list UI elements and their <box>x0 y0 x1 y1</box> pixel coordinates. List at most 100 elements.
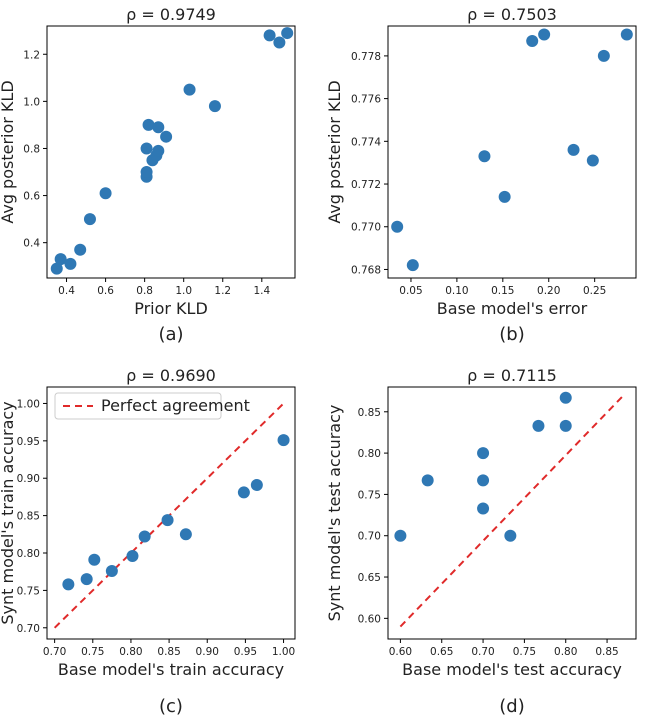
x-tick-label: 0.8 <box>136 285 153 297</box>
x-tick-label: 0.65 <box>430 646 453 658</box>
y-tick-label: 0.75 <box>17 585 40 597</box>
data-point <box>526 34 539 47</box>
x-tick-label: 0.60 <box>389 646 412 658</box>
data-point <box>88 553 101 566</box>
data-point <box>50 262 63 275</box>
x-tick-label: 0.75 <box>81 646 104 658</box>
data-point <box>391 220 404 233</box>
chart-title: ρ = 0.9749 <box>126 5 216 24</box>
data-point <box>183 83 196 96</box>
plot-frame <box>387 25 637 279</box>
data-point <box>237 486 250 499</box>
y-tick-label: 0.768 <box>351 264 381 276</box>
y-axis-label: Avg posterior KLD <box>325 80 344 223</box>
data-point <box>477 474 490 487</box>
y-tick-label: 0.95 <box>17 436 40 448</box>
data-point <box>126 549 139 562</box>
data-point <box>567 143 580 156</box>
data-point <box>160 130 173 143</box>
y-axis-label: Avg posterior KLD <box>0 80 17 223</box>
y-tick-label: 0.6 <box>23 191 40 203</box>
x-tick-label: 0.85 <box>595 646 618 658</box>
x-tick-label: 1.0 <box>175 285 192 297</box>
data-point <box>597 49 610 62</box>
data-point <box>538 28 551 41</box>
x-tick-label: 0.6 <box>97 285 114 297</box>
y-tick-label: 0.80 <box>358 448 381 460</box>
data-point <box>179 528 192 541</box>
x-tick-label: 0.4 <box>58 285 75 297</box>
x-tick-label: 0.80 <box>554 646 577 658</box>
x-tick-label: 1.4 <box>253 285 270 297</box>
panel-b: ρ = 0.7503 0.05 0.10 0.15 0.20 0.25 0.768 0.770… <box>325 5 637 345</box>
y-tick-label: 1.00 <box>17 398 40 410</box>
data-point <box>281 27 294 40</box>
data-point <box>152 144 165 157</box>
x-axis-label: Base model's error <box>437 299 588 318</box>
panel-caption: (c) <box>159 696 183 717</box>
data-point <box>152 121 165 134</box>
x-tick-label: 0.05 <box>399 285 422 297</box>
data-point <box>250 478 263 491</box>
panel-caption: (b) <box>499 324 524 345</box>
chart-title: ρ = 0.7503 <box>467 5 557 24</box>
data-point <box>394 529 407 542</box>
data-point <box>142 118 155 131</box>
panel-caption: (d) <box>499 696 524 717</box>
data-point <box>263 29 276 42</box>
data-point <box>559 391 572 404</box>
data-point <box>477 502 490 515</box>
x-axis-label: Base model's test accuracy <box>402 660 622 679</box>
y-tick-label: 0.70 <box>358 531 381 543</box>
data-point <box>532 419 545 432</box>
chart-title: ρ = 0.9690 <box>126 366 216 385</box>
y-tick-label: 0.776 <box>351 94 381 106</box>
plot-frame <box>387 386 637 640</box>
plot-frame <box>46 25 296 279</box>
y-tick-label: 0.90 <box>17 473 40 485</box>
x-tick-label: 0.10 <box>445 285 468 297</box>
y-axis-label: Synt model's train accuracy <box>0 401 17 624</box>
plot-frame <box>46 386 296 640</box>
x-tick-label: 0.95 <box>234 646 257 658</box>
y-tick-label: 0.65 <box>358 572 381 584</box>
data-point <box>498 190 511 203</box>
x-tick-label: 1.00 <box>272 646 295 658</box>
data-point <box>421 474 434 487</box>
data-point <box>273 36 286 49</box>
y-tick-label: 1.0 <box>23 96 40 108</box>
data-point <box>406 259 419 272</box>
y-tick-label: 0.80 <box>17 548 40 560</box>
x-tick-label: 0.90 <box>196 646 219 658</box>
data-point <box>99 187 112 200</box>
x-tick-label: 0.80 <box>119 646 142 658</box>
x-tick-label: 1.2 <box>214 285 231 297</box>
y-tick-label: 0.75 <box>358 489 381 501</box>
y-tick-label: 0.85 <box>17 511 40 523</box>
data-point <box>478 150 491 163</box>
y-tick-label: 0.774 <box>351 136 381 148</box>
data-point <box>504 529 517 542</box>
y-tick-label: 0.778 <box>351 51 381 63</box>
data-point <box>477 447 490 460</box>
y-tick-label: 0.4 <box>23 238 40 250</box>
y-tick-label: 0.770 <box>351 222 381 234</box>
data-point <box>140 142 153 155</box>
data-point <box>277 434 290 447</box>
panel-caption: (a) <box>158 324 183 345</box>
x-axis-label: Prior KLD <box>134 299 208 318</box>
x-tick-label: 0.15 <box>491 285 514 297</box>
legend-label: Perfect agreement <box>101 396 250 415</box>
x-tick-label: 0.25 <box>583 285 606 297</box>
data-point <box>74 243 87 256</box>
x-tick-label: 0.20 <box>537 285 560 297</box>
data-point <box>559 419 572 432</box>
data-point <box>80 573 93 586</box>
chart-title: ρ = 0.7115 <box>467 366 557 385</box>
x-tick-label: 0.75 <box>513 646 536 658</box>
y-axis-label: Synt model's test accuracy <box>325 405 344 622</box>
data-point <box>105 564 118 577</box>
y-tick-label: 0.85 <box>358 407 381 419</box>
x-axis-label: Base model's train accuracy <box>58 660 284 679</box>
